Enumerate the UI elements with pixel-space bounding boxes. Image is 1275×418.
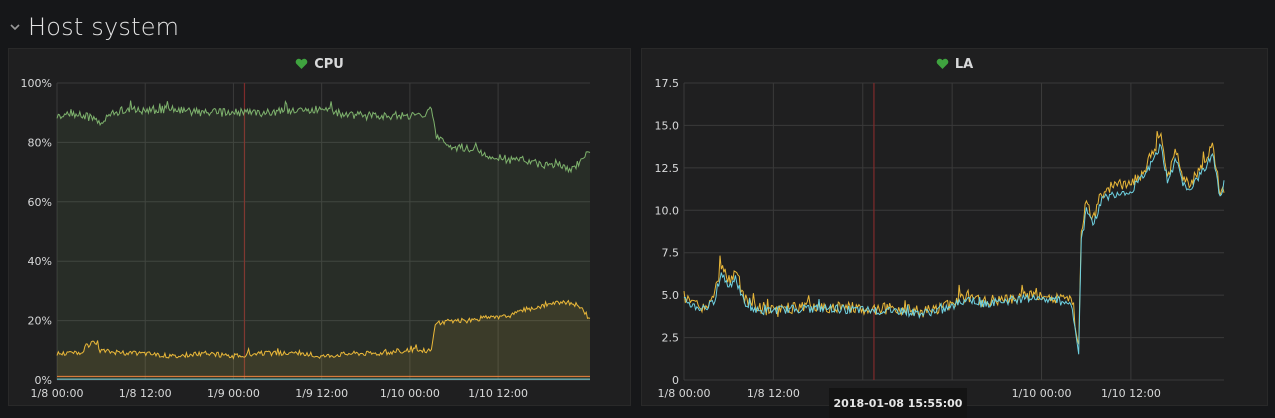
- time-tooltip: 2018-01-08 15:55:00: [829, 388, 967, 418]
- x-tick-label: 1/8 00:00: [31, 387, 84, 400]
- y-tick-label: 15.0: [655, 119, 680, 132]
- x-tick-label: 1/8 12:00: [747, 387, 800, 400]
- x-tick-label: 1/8 00:00: [658, 387, 711, 400]
- series-line-yellow: [56, 299, 591, 360]
- panel-title-la[interactable]: LA: [642, 55, 1267, 73]
- panel-title-label: LA: [954, 56, 974, 72]
- series-line-yellow: [683, 131, 1225, 345]
- y-tick-label: 80%: [28, 136, 52, 149]
- y-tick-label: 20%: [28, 315, 52, 328]
- panel-title-label: CPU: [314, 56, 344, 72]
- y-tick-label: 2.5: [662, 332, 680, 345]
- x-tick-label: 1/10 00:00: [1012, 387, 1072, 400]
- x-tick-label: 1/10 12:00: [468, 387, 528, 400]
- y-tick-label: 17.5: [655, 77, 680, 90]
- la-panel[interactable]: LA 0 2.5 5.0 7.5 10.0 12.5 15.0 17.5 1/8 00:00 1/…: [641, 48, 1268, 406]
- y-tick-label: 10.0: [655, 204, 680, 217]
- x-tick-label: 1/8 12:00: [119, 387, 172, 400]
- y-tick-label: 100%: [21, 77, 52, 90]
- row-header[interactable]: Host system: [8, 10, 179, 44]
- x-tick-label: 1/10 00:00: [380, 387, 440, 400]
- heart-icon: [295, 58, 308, 70]
- row-title[interactable]: Host system: [28, 13, 180, 41]
- series-area-yellow: [57, 300, 590, 380]
- y-tick-label: 0%: [35, 374, 52, 387]
- y-tick-label: 40%: [28, 255, 52, 268]
- panel-title-cpu[interactable]: CPU: [9, 55, 630, 73]
- series-line-cyan: [683, 143, 1225, 355]
- cpu-chart[interactable]: 0% 20% 40% 60% 80% 100% 1/8 00:00 1/8 12:00 1/9 …: [9, 49, 630, 405]
- series-area-green: [57, 100, 590, 380]
- y-tick-label: 0: [672, 374, 679, 387]
- x-tick-label: 1/10 12:00: [1101, 387, 1161, 400]
- chevron-down-icon[interactable]: [8, 20, 22, 34]
- series-line-green: [56, 100, 591, 174]
- y-tick-label: 7.5: [662, 247, 680, 260]
- x-tick-label: 1/9 12:00: [295, 387, 348, 400]
- y-tick-label: 5.0: [662, 289, 680, 302]
- y-tick-label: 12.5: [655, 162, 680, 175]
- cpu-panel[interactable]: CPU 0% 20% 40% 60% 80% 100% 1/8 00:00 1/8 12:00…: [8, 48, 631, 406]
- y-tick-label: 60%: [28, 196, 52, 209]
- x-tick-label: 1/9 00:00: [207, 387, 260, 400]
- la-chart[interactable]: 0 2.5 5.0 7.5 10.0 12.5 15.0 17.5 1/8 00:00 1/8 1…: [642, 49, 1267, 405]
- heart-icon: [936, 58, 949, 70]
